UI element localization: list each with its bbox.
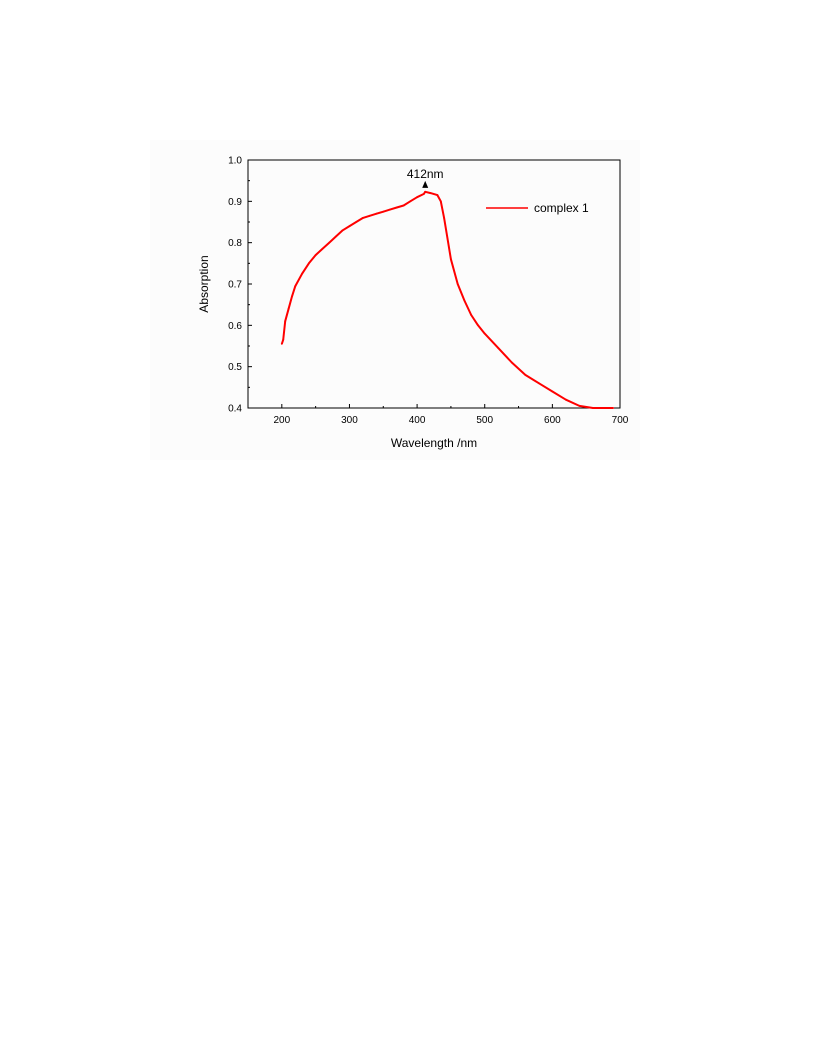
data-point [424,190,427,193]
x-axis-label: Wavelength /nm [391,436,477,450]
data-point [382,210,385,213]
data-point [423,193,425,195]
data-point [301,272,303,275]
data-point [612,407,615,409]
data-point [470,314,473,316]
data-point [308,262,310,265]
axis-ticks: 200 300 400 500 600 700 0.4 0.5 0.6 0.7 0.8 0.9 1.0 [228,156,629,427]
data-point [355,221,358,223]
data-point [443,217,445,219]
data-point [321,248,324,250]
data-point [375,212,378,215]
data-point [446,237,449,240]
data-point [537,382,540,385]
x-tick-label: 400 [409,415,426,426]
y-axis-label: Absorption [197,255,211,312]
data-point [551,390,554,393]
data-point [565,398,567,401]
peak-annotation: 412nm [407,167,444,188]
data-point [389,208,391,211]
data-point [524,374,527,376]
legend: complex 1 [486,201,589,215]
data-point [416,196,418,199]
y-tick-label: 0.6 [228,321,242,332]
data-point [335,235,337,238]
data-point [436,194,439,196]
data-point [456,283,459,285]
data-point [368,214,371,217]
y-tick-label: 0.5 [228,362,242,373]
data-point [450,258,452,261]
x-tick-label: 300 [341,415,358,426]
data-point [287,307,290,310]
y-tick-label: 0.4 [228,404,242,415]
data-point [429,192,432,194]
series-line-complex-1 [280,190,614,409]
series-layer [280,190,615,409]
plot-area-frame [247,159,621,409]
data-point [402,204,405,207]
data-point [497,347,500,349]
x-tick-label: 700 [612,415,629,426]
chart-figure: 200 300 400 500 600 700 0.4 0.5 0.6 0.7 0.8 0.9 1.0 … [150,140,640,460]
data-point [510,361,513,364]
y-tick-label: 0.9 [228,197,242,208]
y-tick-label: 0.7 [228,280,242,291]
x-tick-label: 500 [476,415,493,426]
legend-label-complex-1: complex 1 [534,201,589,215]
data-point [348,225,351,227]
data-point [284,320,287,323]
data-point [483,332,486,335]
absorption-chart: 200 300 400 500 600 7000.40.50.60.70.80.91.0 … [197,156,629,451]
data-point [439,200,442,203]
peak-arrow-icon [422,180,429,188]
y-tick-label: 1.0 [228,156,242,167]
data-point [578,405,581,407]
data-point [362,217,364,219]
data-point [605,407,608,409]
data-point [463,299,466,302]
x-tick-label: 200 [273,415,290,426]
data-point [395,206,398,209]
data-point [409,200,412,203]
data-point [314,254,317,256]
data-point [294,285,297,287]
data-point [328,241,331,244]
data-point [291,295,293,298]
data-point [477,324,479,327]
data-point [341,229,344,232]
peak-annotation-label: 412nm [407,167,444,181]
x-tick-label: 600 [544,415,561,426]
data-point [592,407,594,409]
y-tick-label: 0.8 [228,238,242,249]
data-point [282,338,285,341]
data-point [280,343,283,345]
